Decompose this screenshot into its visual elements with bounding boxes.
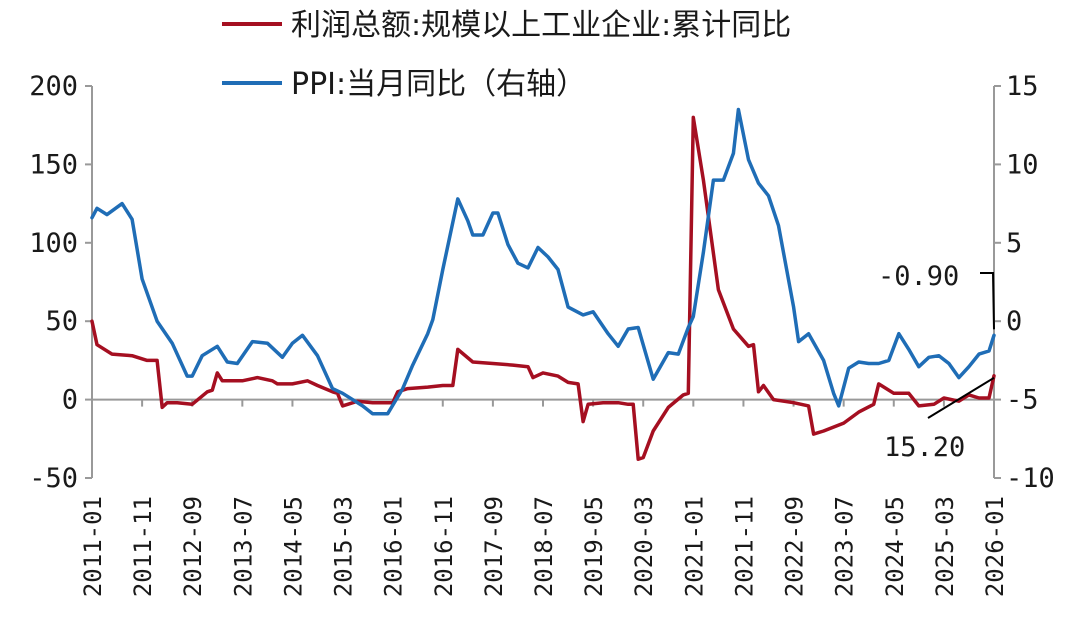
left-tick-label: 50: [45, 306, 78, 337]
annotation-leader-ppi: [980, 272, 995, 330]
legend-label-profit: 利润总额:规模以上工业企业:累计同比: [291, 8, 791, 43]
left-tick-label: 200: [29, 71, 78, 102]
x-tick-label: 2018-07: [530, 496, 558, 597]
legend: 利润总额:规模以上工业企业:累计同比 PPI:当月同比（右轴）: [222, 8, 791, 102]
x-tick-label: 2020-03: [630, 496, 658, 597]
left-tick-label: 0: [62, 385, 78, 416]
series-layer: [90, 107, 996, 461]
x-tick-label: 2015-03: [330, 496, 358, 597]
right-tick-label: 10: [1006, 149, 1039, 180]
x-tick-label: 2019-05: [580, 496, 608, 597]
x-tick-label: 2026-01: [981, 496, 1009, 597]
x-tick-label: 2016-01: [380, 496, 408, 597]
x-tick-label: 2014-05: [279, 496, 307, 597]
series-line-profit: [90, 115, 996, 461]
annotation-ppi-latest: -0.90: [878, 261, 959, 292]
x-tick-label: 2013-07: [229, 496, 257, 597]
right-tick-label: 15: [1006, 71, 1039, 102]
x-tick-label: 2017-09: [480, 496, 508, 597]
right-tick-label: -10: [1006, 463, 1055, 494]
x-tick-label: 2012-09: [179, 496, 207, 597]
annotation-profit-latest: 15.20: [884, 432, 965, 463]
series-line-ppi: [90, 107, 996, 416]
x-tick-label: 2023-07: [831, 496, 859, 597]
left-tick-label: -50: [29, 463, 78, 494]
right-tick-label: 5: [1006, 228, 1022, 259]
x-tick-label: 2022-09: [781, 496, 809, 597]
legend-label-ppi: PPI:当月同比（右轴）: [291, 67, 586, 102]
x-tick-label: 2024-05: [881, 496, 909, 597]
x-tick-label: 2021-11: [730, 496, 758, 597]
x-tick-label: 2016-11: [430, 496, 458, 597]
left-tick-label: 150: [29, 149, 78, 180]
left-tick-label: 100: [29, 228, 78, 259]
right-tick-label: -5: [1006, 385, 1039, 416]
right-tick-label: 0: [1006, 306, 1022, 337]
annotation-leader-profit: [927, 376, 995, 419]
x-tick-label: 2025-03: [931, 496, 959, 597]
annotations: -0.90 15.20: [878, 261, 995, 463]
x-tick-label: 2011-01: [79, 496, 107, 597]
x-tick-label: 2021-01: [680, 496, 708, 597]
x-tick-label: 2011-11: [129, 496, 157, 597]
